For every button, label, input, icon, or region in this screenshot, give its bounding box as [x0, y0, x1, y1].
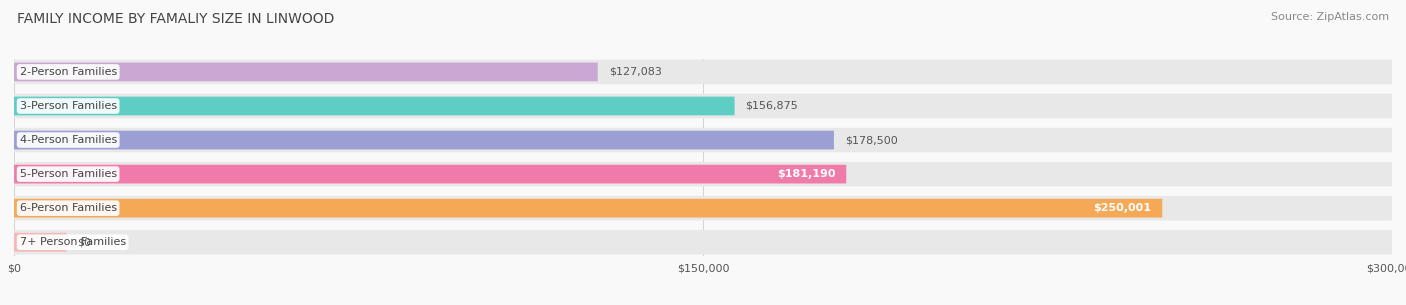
Text: $181,190: $181,190 [776, 169, 835, 179]
Text: $127,083: $127,083 [609, 67, 662, 77]
Text: 7+ Person Families: 7+ Person Families [20, 237, 125, 247]
FancyBboxPatch shape [14, 128, 1392, 152]
Text: 5-Person Families: 5-Person Families [20, 169, 117, 179]
Text: FAMILY INCOME BY FAMALIY SIZE IN LINWOOD: FAMILY INCOME BY FAMALIY SIZE IN LINWOOD [17, 12, 335, 26]
FancyBboxPatch shape [14, 230, 1392, 254]
Text: $156,875: $156,875 [745, 101, 799, 111]
FancyBboxPatch shape [14, 63, 598, 81]
FancyBboxPatch shape [14, 131, 834, 149]
FancyBboxPatch shape [14, 233, 66, 252]
FancyBboxPatch shape [14, 97, 734, 115]
FancyBboxPatch shape [14, 165, 846, 184]
Text: 4-Person Families: 4-Person Families [20, 135, 117, 145]
FancyBboxPatch shape [14, 94, 1392, 118]
FancyBboxPatch shape [14, 60, 1392, 84]
Text: $0: $0 [77, 237, 91, 247]
Text: Source: ZipAtlas.com: Source: ZipAtlas.com [1271, 12, 1389, 22]
FancyBboxPatch shape [14, 162, 1392, 186]
Text: $250,001: $250,001 [1094, 203, 1152, 213]
Text: 3-Person Families: 3-Person Families [20, 101, 117, 111]
Text: 6-Person Families: 6-Person Families [20, 203, 117, 213]
Text: $178,500: $178,500 [845, 135, 897, 145]
FancyBboxPatch shape [14, 196, 1392, 221]
FancyBboxPatch shape [14, 199, 1163, 217]
Text: 2-Person Families: 2-Person Families [20, 67, 117, 77]
